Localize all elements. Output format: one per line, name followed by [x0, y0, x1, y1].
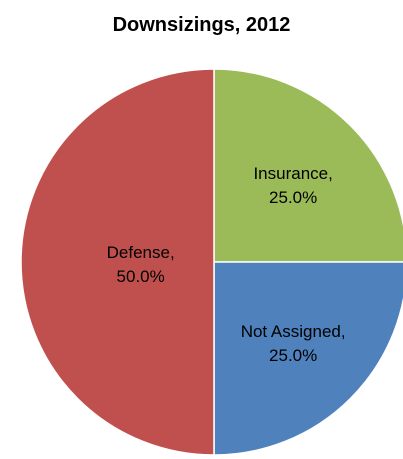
- chart-title: Downsizings, 2012: [112, 14, 291, 36]
- data-label-percent: 25.0%: [269, 188, 317, 207]
- pie-slice-not-assigned: [213, 261, 403, 456]
- data-label-name: Not Assigned,: [241, 322, 346, 341]
- data-label-name: Defense,: [107, 243, 175, 262]
- data-label-insurance: Insurance, 25.0%: [253, 164, 332, 207]
- data-label-defense: Defense, 50.0%: [107, 243, 175, 286]
- data-label-percent: 25.0%: [269, 346, 317, 365]
- data-label-name: Insurance,: [253, 164, 332, 183]
- pie-slice-defense: [20, 68, 215, 456]
- data-label-not-assigned: Not Assigned, 25.0%: [241, 322, 346, 365]
- data-label-percent: 50.0%: [117, 267, 165, 286]
- pie-slice-insurance: [213, 68, 403, 263]
